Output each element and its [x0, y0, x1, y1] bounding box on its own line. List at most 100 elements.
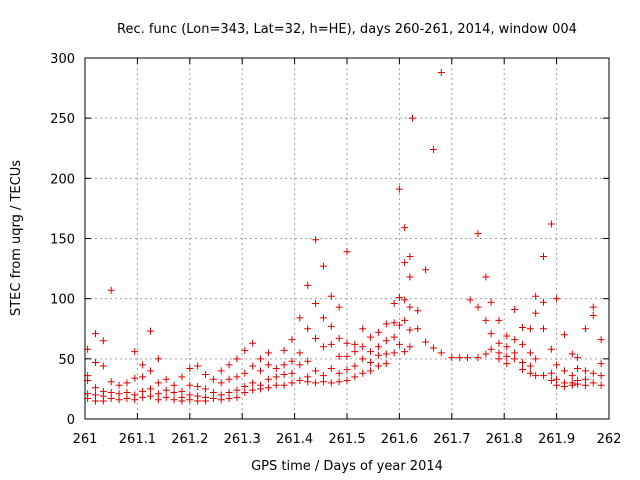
- data-point: [511, 305, 519, 313]
- data-point: [335, 378, 343, 386]
- data-point: [162, 393, 170, 401]
- data-point: [401, 316, 409, 324]
- data-point: [367, 358, 375, 366]
- data-point: [422, 266, 430, 274]
- y-tick-labels: 0 50 100 150 200 250 300: [50, 52, 75, 428]
- data-point: [249, 339, 257, 347]
- data-point: [107, 395, 115, 403]
- data-point: [560, 331, 568, 339]
- data-point: [367, 367, 375, 375]
- data-point: [233, 355, 241, 363]
- data-point: [395, 321, 403, 329]
- data-point: [131, 396, 139, 404]
- data-point: [131, 348, 139, 356]
- data-point: [131, 374, 139, 382]
- data-point: [456, 354, 464, 362]
- y-tick-label: 200: [50, 172, 75, 187]
- y-tick-label: 300: [50, 52, 75, 67]
- data-point: [91, 384, 99, 392]
- data-point: [390, 349, 398, 357]
- data-point: [327, 340, 335, 348]
- data-point: [526, 349, 534, 357]
- data-point: [147, 385, 154, 393]
- data-point: [568, 350, 576, 358]
- data-point: [123, 379, 131, 387]
- data-point: [406, 253, 414, 261]
- data-point: [437, 349, 445, 357]
- data-point: [511, 355, 519, 363]
- data-point: [225, 361, 233, 369]
- data-point: [359, 325, 367, 333]
- data-point: [217, 396, 225, 404]
- data-point: [233, 373, 241, 381]
- x-tick-label: 261.8: [486, 432, 523, 447]
- data-point: [395, 185, 403, 193]
- data-point: [257, 367, 265, 375]
- data-point: [319, 378, 327, 386]
- data-point: [395, 293, 403, 301]
- data-point: [139, 373, 147, 381]
- data-point: [170, 389, 178, 397]
- y-tick-label: 250: [50, 112, 75, 127]
- data-point: [540, 253, 547, 261]
- data-point: [495, 355, 503, 363]
- data-point: [335, 369, 343, 377]
- data-point: [390, 333, 398, 341]
- data-point: [589, 303, 597, 311]
- ticks-layer: [84, 57, 610, 420]
- data-point: [178, 373, 186, 381]
- data-point: [249, 379, 257, 387]
- data-point: [429, 344, 437, 352]
- data-point: [359, 355, 367, 363]
- data-point: [359, 369, 367, 377]
- data-point: [249, 362, 257, 370]
- data-point: [186, 396, 194, 404]
- data-point: [519, 366, 527, 374]
- data-point: [560, 383, 568, 391]
- x-tick-label: 262: [597, 432, 622, 447]
- data-point: [581, 325, 589, 333]
- data-point: [503, 343, 511, 351]
- data-point: [553, 361, 561, 369]
- data-point: [154, 379, 162, 387]
- data-point: [526, 325, 534, 333]
- data-point: [532, 292, 540, 300]
- data-point: [464, 354, 472, 362]
- data-point: [526, 362, 534, 370]
- data-point: [107, 286, 115, 294]
- data-point: [422, 338, 430, 346]
- data-point: [241, 346, 249, 354]
- data-point: [395, 340, 403, 348]
- data-point: [581, 381, 589, 389]
- data-point: [351, 340, 359, 348]
- data-point: [296, 376, 304, 384]
- data-point: [91, 391, 99, 399]
- x-tick-label: 261: [73, 432, 98, 447]
- data-point: [115, 381, 123, 389]
- data-point: [374, 362, 382, 370]
- data-point: [495, 316, 503, 324]
- y-tick-label: 50: [58, 353, 75, 368]
- data-point: [568, 381, 576, 389]
- data-point: [382, 320, 390, 328]
- x-tick-label: 261.7: [433, 432, 470, 447]
- data-point: [547, 376, 555, 384]
- y-tick-label: 150: [50, 233, 75, 248]
- data-point: [147, 367, 154, 375]
- data-point: [202, 385, 210, 393]
- data-point: [474, 230, 482, 238]
- data-point: [581, 375, 589, 383]
- data-point: [406, 303, 414, 311]
- data-point: [272, 364, 280, 372]
- data-point: [503, 352, 511, 360]
- data-point: [526, 369, 534, 377]
- data-point: [312, 367, 320, 375]
- data-point: [503, 360, 511, 368]
- data-point: [343, 366, 351, 374]
- data-point: [209, 389, 217, 397]
- data-point: [288, 357, 296, 365]
- data-point: [154, 396, 162, 404]
- data-point: [99, 397, 107, 405]
- data-point: [296, 349, 304, 357]
- data-point: [194, 362, 202, 370]
